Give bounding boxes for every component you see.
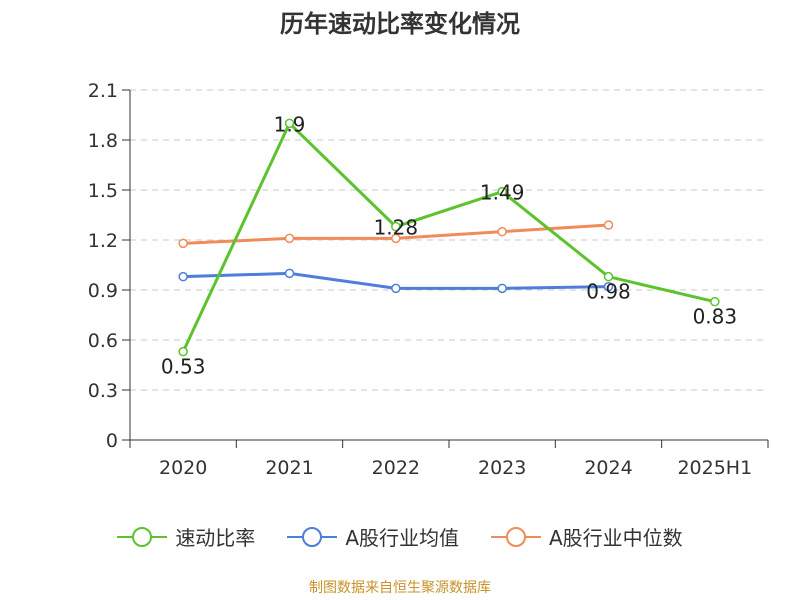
y-tick-label: 1.8: [88, 130, 118, 152]
data-label: 0.53: [161, 355, 206, 379]
y-tick-label: 0.3: [88, 380, 118, 402]
x-tick-label: 2025H1: [677, 457, 752, 479]
data-point[interactable]: [603, 271, 614, 282]
y-tick-label: 2.1: [88, 80, 118, 102]
series-lines: [178, 118, 720, 357]
data-point[interactable]: [603, 281, 614, 292]
x-tick-label: 2024: [584, 457, 632, 479]
y-tick-label: 0.9: [88, 280, 118, 302]
y-tick-label: 0.6: [88, 330, 118, 352]
axes: 0 0.3 0.6 0.9 1.2 1.5 1.8 2.1 2020 2021 2022 2023 20…: [88, 80, 769, 479]
x-tick-label: 2020: [159, 457, 207, 479]
data-point[interactable]: [497, 283, 507, 294]
x-tick-label: 2021: [265, 457, 313, 479]
data-point[interactable]: [178, 346, 188, 357]
legend-swatch-quick-ratio-icon: [117, 526, 168, 547]
data-label: 1.28: [374, 216, 419, 240]
data-point[interactable]: [497, 226, 507, 237]
data-point[interactable]: [284, 118, 295, 129]
data-label: 0.98: [586, 280, 631, 304]
data-point[interactable]: [178, 238, 188, 249]
y-tick-label: 0: [106, 430, 118, 452]
data-label: 1.49: [480, 181, 525, 205]
legend: 速动比率 A股行业均值 A股行业中位数: [0, 522, 800, 551]
data-point[interactable]: [391, 221, 401, 232]
legend-item-industry-median[interactable]: A股行业中位数: [491, 522, 683, 551]
gridlines: [130, 89, 768, 391]
x-tick-label: 2023: [478, 457, 526, 479]
data-point[interactable]: [284, 268, 295, 279]
data-point[interactable]: [178, 271, 188, 282]
legend-label-quick-ratio: 速动比率: [175, 526, 256, 550]
source-note: 制图数据来自恒生聚源数据库: [309, 580, 491, 596]
data-label: 0.83: [693, 305, 738, 329]
x-tick-label: 2022: [372, 457, 420, 479]
data-label: 1.9: [274, 112, 306, 136]
y-tick-label: 1.2: [88, 230, 118, 252]
legend-label-industry-mean: A股行业均值: [345, 526, 459, 550]
data-point[interactable]: [284, 233, 295, 244]
data-point[interactable]: [710, 296, 720, 307]
data-point[interactable]: [391, 283, 401, 294]
series-line-0: [181, 121, 716, 353]
legend-label-industry-median: A股行业中位数: [549, 526, 683, 550]
data-labels: 0.53 1.9 1.28 1.49 0.98 0.83: [161, 112, 737, 378]
y-tick-label: 1.5: [88, 180, 118, 202]
data-point[interactable]: [391, 233, 401, 244]
legend-item-quick-ratio[interactable]: 速动比率: [117, 522, 255, 551]
chart-title: 历年速动比率变化情况: [280, 10, 520, 38]
legend-item-industry-mean[interactable]: A股行业均值: [287, 522, 459, 551]
legend-swatch-industry-median-icon: [491, 526, 541, 547]
data-point[interactable]: [497, 186, 507, 197]
data-point[interactable]: [603, 220, 614, 230]
legend-swatch-industry-mean-icon: [287, 526, 338, 547]
